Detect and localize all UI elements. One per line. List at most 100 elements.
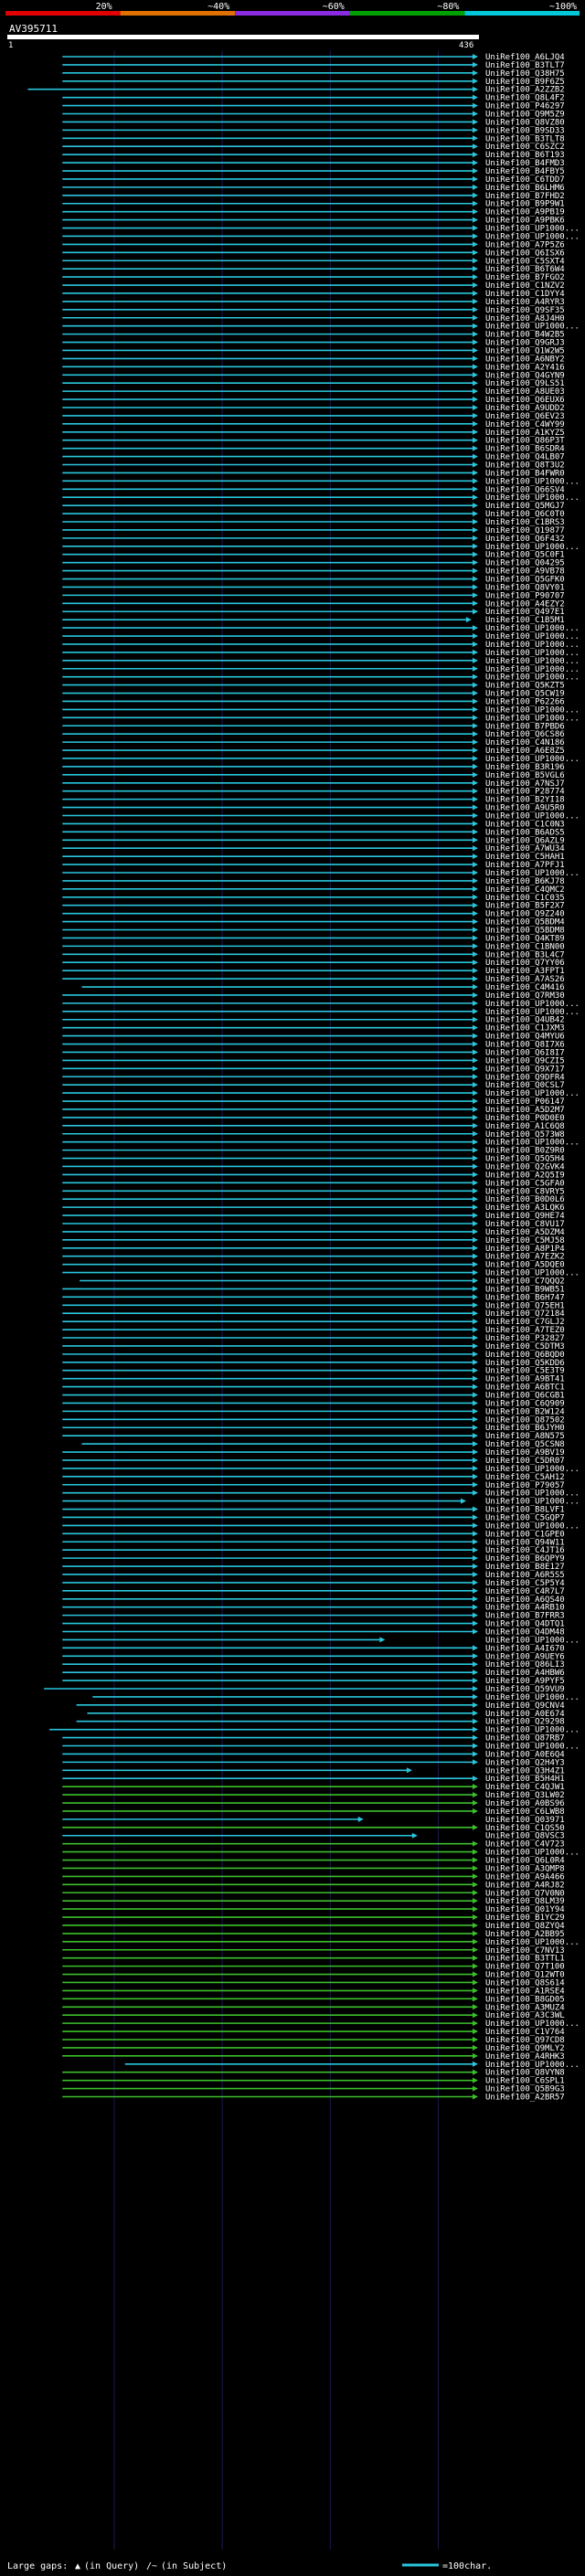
hit-row[interactable]: UniRef100_Q4DTQ1 — [62, 1620, 565, 1629]
hit-label[interactable]: UniRef100_Q9MLY2 — [485, 2044, 565, 2053]
hit-row[interactable]: UniRef100_A4RHK3 — [62, 2052, 565, 2062]
hit-row[interactable]: UniRef100_B5F2X7 — [62, 902, 565, 911]
hit-label[interactable]: UniRef100_UP1000... — [485, 1000, 580, 1009]
hit-row[interactable]: UniRef100_B0Z9R0 — [62, 1147, 565, 1156]
hit-row[interactable]: UniRef100_UP1000... — [62, 657, 580, 666]
hit-label[interactable]: UniRef100_A4HBW6 — [485, 1669, 565, 1678]
hit-label[interactable]: UniRef100_Q8VZ80 — [485, 118, 565, 127]
hit-row[interactable]: UniRef100_Q97CD8 — [62, 2036, 565, 2045]
hit-label[interactable]: UniRef100_Q8S614 — [485, 1978, 565, 1988]
hit-label[interactable]: UniRef100_A2ZZB2 — [485, 86, 565, 95]
hit-label[interactable]: UniRef100_A8N575 — [485, 1432, 565, 1441]
hit-row[interactable]: UniRef100_UP1000... — [62, 477, 580, 486]
hit-row[interactable]: UniRef100_B8E127 — [62, 1563, 565, 1572]
hit-label[interactable]: UniRef100_B3L4C7 — [485, 950, 565, 959]
hit-label[interactable]: UniRef100_P90707 — [485, 591, 565, 600]
hit-row[interactable]: UniRef100_C8VU17 — [62, 1220, 565, 1229]
hit-row[interactable]: UniRef100_Q8T3U2 — [62, 461, 565, 471]
hit-row[interactable]: UniRef100_Q3LW02 — [62, 1791, 565, 1800]
hit-row[interactable]: UniRef100_UP1000... — [62, 673, 580, 683]
hit-row[interactable]: UniRef100_UP1000... — [62, 543, 580, 552]
hit-row[interactable]: UniRef100_Q94W11 — [62, 1538, 565, 1547]
hit-label[interactable]: UniRef100_Q4DM48 — [485, 1627, 565, 1637]
hit-label[interactable]: UniRef100_C4JT16 — [485, 1546, 565, 1555]
hit-row[interactable]: UniRef100_B9P9W1 — [62, 200, 565, 209]
hit-label[interactable]: UniRef100_Q5KDD6 — [485, 1359, 565, 1368]
hit-row[interactable]: UniRef100_UP1000... — [62, 649, 580, 658]
hit-row[interactable]: UniRef100_UP1000... — [62, 869, 580, 878]
hit-label[interactable]: UniRef100_A9BV19 — [485, 1448, 565, 1458]
hit-label[interactable]: UniRef100_UP1000... — [485, 1693, 580, 1702]
hit-row[interactable]: UniRef100_B6H747 — [62, 1293, 565, 1302]
hit-row[interactable]: UniRef100_A7PFJ1 — [62, 861, 565, 870]
hit-row[interactable]: UniRef100_P62266 — [62, 697, 565, 706]
hit-row[interactable]: UniRef100_Q7T100 — [62, 1963, 565, 1972]
hit-row[interactable]: UniRef100_Q5BDM8 — [62, 927, 565, 936]
hit-row[interactable]: UniRef100_A3C3WL — [62, 2011, 565, 2020]
hit-row[interactable]: UniRef100_Q5MGJ7 — [62, 502, 565, 511]
hit-row[interactable]: UniRef100_P0D0E0 — [62, 1114, 565, 1123]
hit-label[interactable]: UniRef100_Q6L0R4 — [485, 1857, 565, 1866]
hit-row[interactable]: UniRef100_UP1000... — [62, 1089, 580, 1098]
hit-row[interactable]: UniRef100_Q5CW19 — [62, 690, 565, 699]
hit-label[interactable]: UniRef100_A2BR57 — [485, 2094, 565, 2103]
hit-row[interactable]: UniRef100_B6LHM6 — [62, 184, 565, 193]
hit-label[interactable]: UniRef100_C6Q909 — [485, 1399, 565, 1408]
hit-label[interactable]: UniRef100_Q6BQD0 — [485, 1351, 565, 1360]
hit-label[interactable]: UniRef100_B3TLT8 — [485, 134, 565, 143]
hit-row[interactable]: UniRef100_C4QMC2 — [62, 885, 565, 895]
hit-label[interactable]: UniRef100_UP1000... — [485, 657, 580, 666]
hit-row[interactable]: UniRef100_C6TDD7 — [62, 175, 565, 185]
hit-label[interactable]: UniRef100_A9PB19 — [485, 208, 565, 217]
hit-row[interactable]: UniRef100_Q01Y94 — [62, 1905, 565, 1914]
hit-label[interactable]: UniRef100_B9SD33 — [485, 126, 565, 135]
hit-label[interactable]: UniRef100_Q87RB7 — [485, 1734, 565, 1744]
hit-label[interactable]: UniRef100_Q9LS51 — [485, 379, 565, 388]
hit-row[interactable]: UniRef100_Q3H4Z1 — [62, 1766, 565, 1776]
hit-row[interactable]: UniRef100_C8VRY5 — [62, 1187, 565, 1196]
hit-label[interactable]: UniRef100_B9WB51 — [485, 1285, 565, 1294]
hit-label[interactable]: UniRef100_C1BN00 — [485, 942, 565, 951]
hit-label[interactable]: UniRef100_UP1000... — [485, 714, 580, 723]
hit-label[interactable]: UniRef100_A6BTC1 — [485, 1383, 565, 1393]
hit-label[interactable]: UniRef100_Q9X717 — [485, 1065, 565, 1074]
hit-label[interactable]: UniRef100_B6T193 — [485, 151, 565, 160]
hit-label[interactable]: UniRef100_UP1000... — [485, 1089, 580, 1098]
hit-row[interactable]: UniRef100_UP1000... — [62, 232, 580, 241]
hit-label[interactable]: UniRef100_Q03971 — [485, 1816, 565, 1825]
hit-row[interactable]: UniRef100_A9BV19 — [62, 1448, 565, 1458]
hit-label[interactable]: UniRef100_C7NV13 — [485, 1946, 565, 1956]
hit-label[interactable]: UniRef100_Q7T100 — [485, 1963, 565, 1972]
hit-label[interactable]: UniRef100_B6H747 — [485, 1293, 565, 1302]
hit-row[interactable]: UniRef100_C4N186 — [62, 738, 565, 747]
hit-row[interactable]: UniRef100_A8P1P4 — [62, 1245, 565, 1254]
hit-row[interactable]: UniRef100_A0E674 — [87, 1710, 565, 1719]
hit-row[interactable]: UniRef100_Q6CS86 — [62, 730, 565, 739]
hit-label[interactable]: UniRef100_UP1000... — [485, 1008, 580, 1017]
hit-label[interactable]: UniRef100_Q01Y94 — [485, 1905, 565, 1914]
hit-row[interactable]: UniRef100_A4HBW6 — [62, 1669, 565, 1678]
hit-label[interactable]: UniRef100_B2YI18 — [485, 796, 565, 805]
hit-label[interactable]: UniRef100_UP1000... — [485, 1139, 580, 1148]
hit-label[interactable]: UniRef100_A7AS26 — [485, 975, 565, 984]
hit-row[interactable]: UniRef100_B3TLT7 — [62, 61, 565, 70]
hit-label[interactable]: UniRef100_B5VGL6 — [485, 771, 565, 780]
hit-row[interactable]: UniRef100_Q7RM30 — [62, 991, 565, 1001]
hit-label[interactable]: UniRef100_A3C3WL — [485, 2011, 565, 2020]
hit-label[interactable]: UniRef100_Q9HE74 — [485, 1212, 565, 1221]
hit-row[interactable]: UniRef100_C7QQQ2 — [80, 1277, 565, 1287]
hit-label[interactable]: UniRef100_B5F2X7 — [485, 902, 565, 911]
hit-label[interactable]: UniRef100_UP1000... — [485, 755, 580, 764]
hit-row[interactable]: UniRef100_Q8ZYQ4 — [62, 1922, 565, 1931]
hit-label[interactable]: UniRef100_UP1000... — [485, 1521, 580, 1531]
hit-row[interactable]: UniRef100_Q87RB7 — [62, 1734, 565, 1744]
hit-label[interactable]: UniRef100_P32827 — [485, 1334, 565, 1343]
hit-row[interactable]: UniRef100_B1YC29 — [62, 1913, 565, 1923]
hit-row[interactable]: UniRef100_UP1000... — [62, 1938, 580, 1947]
hit-label[interactable]: UniRef100_Q97CD8 — [485, 2036, 565, 2045]
hit-label[interactable]: UniRef100_B3R196 — [485, 763, 565, 772]
hit-row[interactable]: UniRef100_A1RSE4 — [62, 1987, 565, 1996]
hit-row[interactable]: UniRef100_C5DTM3 — [62, 1342, 565, 1352]
hit-label[interactable]: UniRef100_C1QS50 — [485, 1824, 565, 1833]
hit-label[interactable]: UniRef100_Q4GYN9 — [485, 371, 565, 380]
